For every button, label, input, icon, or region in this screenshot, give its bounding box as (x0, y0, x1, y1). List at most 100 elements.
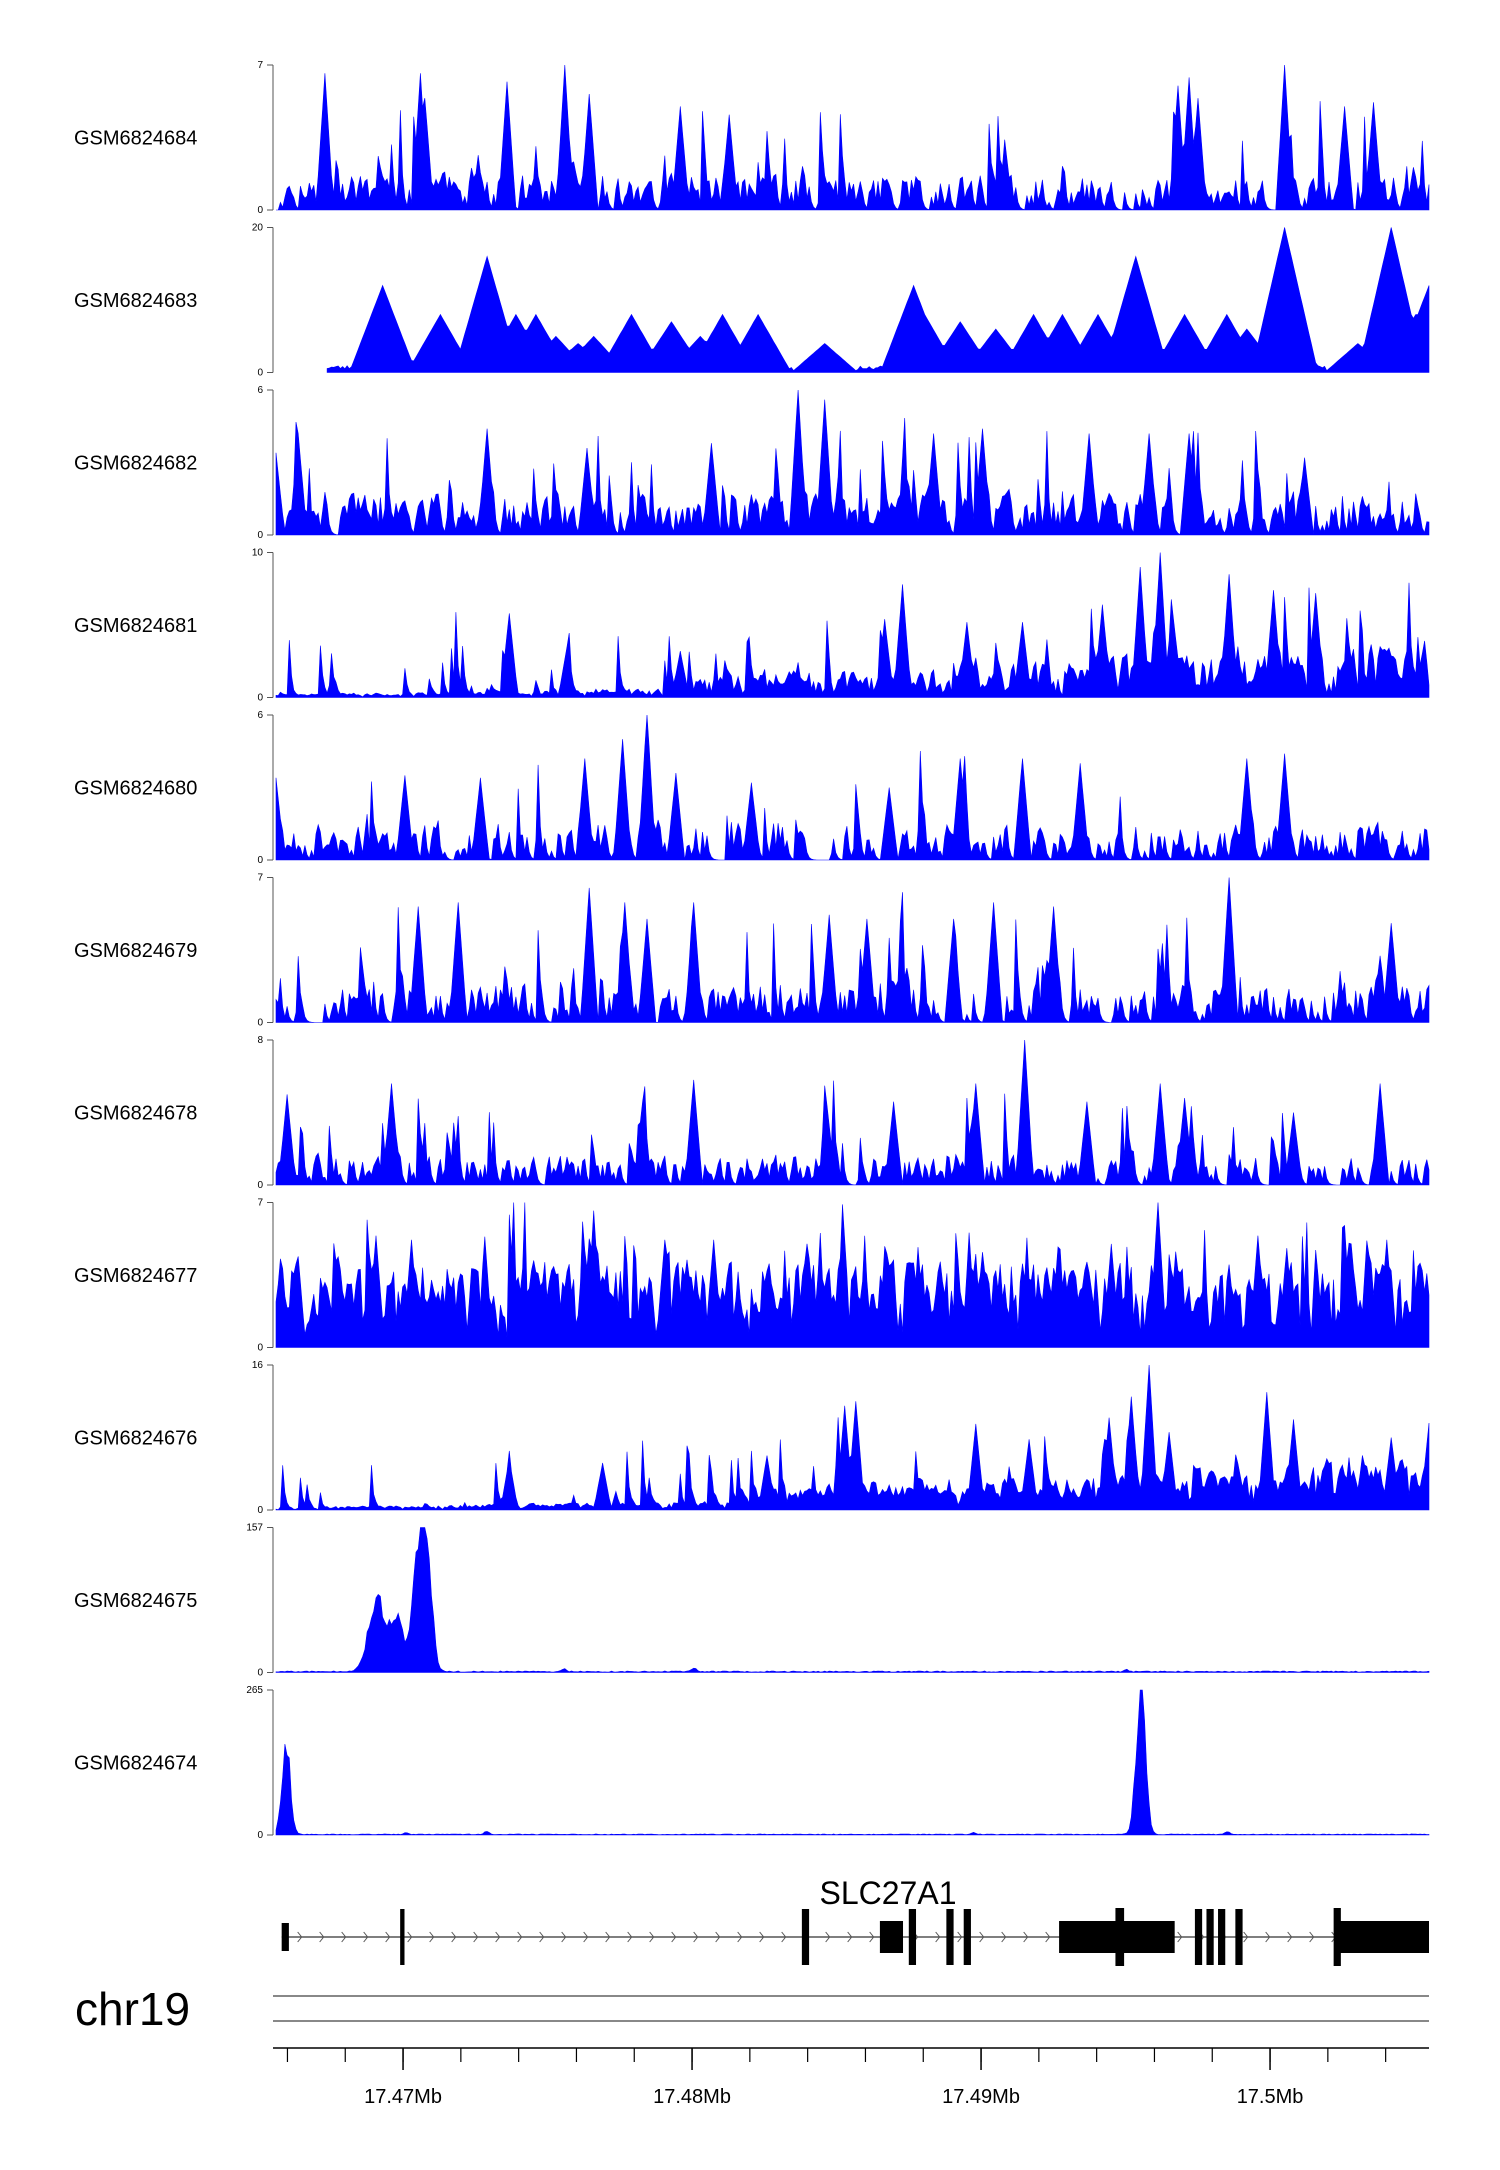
track-GSM6824676: GSM6824676 16 0 (74, 1360, 1430, 1516)
gene-exon (400, 1909, 405, 1965)
track-ymax-label: 10 (252, 548, 264, 559)
track-ymin-label: 0 (257, 693, 263, 704)
strand-arrow (935, 1931, 941, 1943)
track-GSM6824683: GSM6824683 20 0 (74, 223, 1430, 379)
strand-arrow (1243, 1931, 1249, 1943)
track-label: GSM6824674 (74, 1753, 197, 1775)
gene-exon (1235, 1909, 1243, 1965)
track-GSM6824680: GSM6824680 6 0 (74, 710, 1430, 866)
track-GSM6824679: GSM6824679 7 0 (74, 873, 1430, 1029)
coverage-area (326, 227, 1430, 373)
gene-symbol-label: SLC27A1 (820, 1875, 957, 1911)
strand-arrow (957, 1931, 963, 1943)
strand-arrow (1309, 1931, 1315, 1943)
coverage-area (275, 1364, 1430, 1511)
track-ymin-label: 0 (257, 855, 263, 866)
strand-arrow (539, 1931, 545, 1943)
gene-exon (1339, 1921, 1429, 1953)
coverage-area (275, 1202, 1430, 1348)
track-ymin-label: 0 (257, 1343, 263, 1354)
strand-arrow (407, 1931, 413, 1943)
gene-exon (879, 1921, 904, 1953)
gene-exon (1115, 1908, 1125, 1966)
track-GSM6824678: GSM6824678 8 0 (74, 1035, 1430, 1191)
strand-arrow (1177, 1931, 1183, 1943)
strand-arrow (341, 1931, 347, 1943)
track-ymax-label: 7 (257, 60, 263, 71)
strand-arrow (605, 1931, 611, 1943)
track-label: GSM6824681 (74, 615, 197, 637)
strand-arrow (1287, 1931, 1293, 1943)
track-label: GSM6824677 (74, 1265, 197, 1287)
track-ymin-label: 0 (257, 530, 263, 541)
coverage-area (275, 877, 1430, 1023)
strand-arrow (385, 1931, 391, 1943)
strand-arrow (759, 1931, 765, 1943)
strand-arrow (781, 1931, 787, 1943)
track-label: GSM6824682 (74, 453, 197, 475)
strand-arrow (979, 1931, 985, 1943)
coverage-area (276, 64, 1430, 211)
track-ymax-label: 157 (246, 1523, 263, 1534)
track-label: GSM6824678 (74, 1103, 197, 1125)
strand-arrow (1001, 1931, 1007, 1943)
genome-axis-tick-label: 17.49Mb (942, 2086, 1020, 2108)
coverage-area (275, 1689, 1430, 1836)
strand-arrow (1045, 1931, 1051, 1943)
genome-axis-tick-label: 17.48Mb (653, 2086, 731, 2108)
strand-arrow (561, 1931, 567, 1943)
coverage-area (275, 389, 1430, 536)
track-ymin-label: 0 (257, 1505, 263, 1516)
gene-exon (801, 1909, 810, 1965)
strand-arrow (495, 1931, 501, 1943)
track-label: GSM6824683 (74, 290, 197, 312)
gene-exon (1194, 1909, 1203, 1965)
chromosome-ideogram: chr19 (75, 1983, 1429, 2035)
gene-exon (1333, 1908, 1341, 1966)
track-ymax-label: 6 (257, 385, 263, 396)
genome-axis: 17.47Mb 17.48Mb 17.49Mb 17.5Mb (273, 2047, 1429, 2108)
gene-exon (1218, 1909, 1226, 1965)
track-GSM6824675: GSM6824675 157 0 (74, 1523, 1430, 1679)
strand-arrow (649, 1931, 655, 1943)
track-ymin-label: 0 (257, 205, 263, 216)
strand-arrow (825, 1931, 831, 1943)
strand-arrow (583, 1931, 589, 1943)
strand-arrow (869, 1931, 875, 1943)
track-ymax-label: 7 (257, 873, 263, 884)
track-GSM6824684: GSM6824684 7 0 (74, 60, 1430, 216)
strand-arrow (429, 1931, 435, 1943)
chromosome-label: chr19 (75, 1983, 190, 2035)
coverage-area (275, 552, 1430, 698)
strand-arrow (451, 1931, 457, 1943)
strand-arrow (847, 1931, 853, 1943)
gene-exon (281, 1923, 289, 1951)
coverage-tracks: GSM682468470GSM6824683200GSM682468260GSM… (74, 60, 1430, 1841)
track-ymax-label: 265 (246, 1685, 263, 1696)
strand-arrow (363, 1931, 369, 1943)
track-GSM6824674: GSM6824674 265 0 (74, 1685, 1430, 1841)
gene-exon (946, 1909, 954, 1965)
track-label: GSM6824684 (74, 128, 197, 150)
track-ymax-label: 7 (257, 1198, 263, 1209)
track-ymax-label: 20 (252, 223, 264, 234)
genome-axis-tick-label: 17.5Mb (1237, 2086, 1304, 2108)
strand-arrow (627, 1931, 633, 1943)
track-label: GSM6824676 (74, 1428, 197, 1450)
coverage-area (275, 1527, 1430, 1673)
genome-axis-tick-label: 17.47Mb (364, 2086, 442, 2108)
track-label: GSM6824675 (74, 1590, 197, 1612)
track-ymin-label: 0 (257, 1180, 263, 1191)
track-ymax-label: 8 (257, 1035, 263, 1046)
track-ymin-label: 0 (257, 1018, 263, 1029)
strand-arrow (693, 1931, 699, 1943)
gene-annotation-track: SLC27A1 (281, 1875, 1429, 1966)
gene-exon (1206, 1909, 1214, 1965)
coverage-area (275, 714, 1430, 861)
gene-exon (963, 1909, 971, 1965)
track-GSM6824677: GSM6824677 7 0 (74, 1198, 1430, 1354)
strand-arrow (715, 1931, 721, 1943)
track-label: GSM6824680 (74, 778, 197, 800)
track-GSM6824681: GSM6824681 10 0 (74, 548, 1430, 704)
